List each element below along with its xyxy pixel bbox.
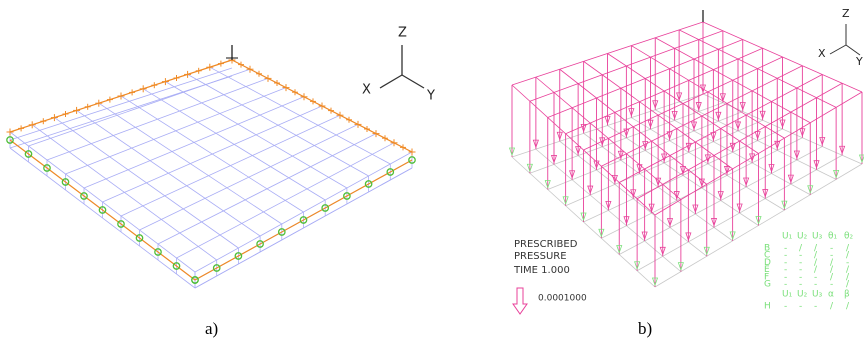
axis-z: Z [398,26,407,41]
table-cell: / [830,302,834,312]
row-label: G [764,280,771,290]
mesh-line [143,89,325,200]
table-cell: - [799,302,802,312]
edge-line [10,140,195,280]
mesh-line [121,115,340,216]
triad-a [380,45,424,88]
axis-y: Y [426,89,435,104]
legend-line: PRESSURE [514,251,567,262]
legend-magnitude: 0.0001000 [538,294,587,304]
table-cell: - [814,280,817,290]
table-cell: - [784,280,787,290]
caption: a) [205,319,218,338]
mesh-line [10,76,232,148]
row-label: H [764,302,771,312]
table-cell: - [784,302,787,312]
table-cell: / [846,280,850,290]
mesh-a [7,45,416,288]
table-header: θ₂ [844,232,854,242]
legend-arrow [513,288,527,314]
legend-line: PRESCRIBED [514,239,578,250]
axis-z: Z [842,7,850,20]
table-header: U₂ [797,290,808,300]
mesh-line [188,74,369,176]
table-cell: - [799,280,802,290]
table-header: U₁ [782,290,793,300]
mesh-line [177,143,395,258]
table-header: θ₁ [828,232,838,242]
table-cell: - [830,280,833,290]
table-header: U₃ [812,232,823,242]
table-header: β [844,290,850,300]
axis-x: X [362,83,371,98]
triad-b [830,24,860,55]
table-cell: / [846,302,850,312]
figure: Z X Y Z X Y PRESCRIBED PRESSURE TIME 1.0… [0,0,864,349]
table-header: U₂ [797,232,808,242]
mesh-line [165,82,347,188]
table-header: α [828,290,834,300]
axis-y: Y [855,55,863,68]
table-header: U₃ [812,290,823,300]
table-header: U₁ [782,232,793,242]
legend-line: TIME 1.000 [513,265,570,276]
caption: b) [638,319,652,338]
edge-line [195,160,412,280]
table-cell: - [814,302,817,312]
axis-x: X [818,47,826,60]
